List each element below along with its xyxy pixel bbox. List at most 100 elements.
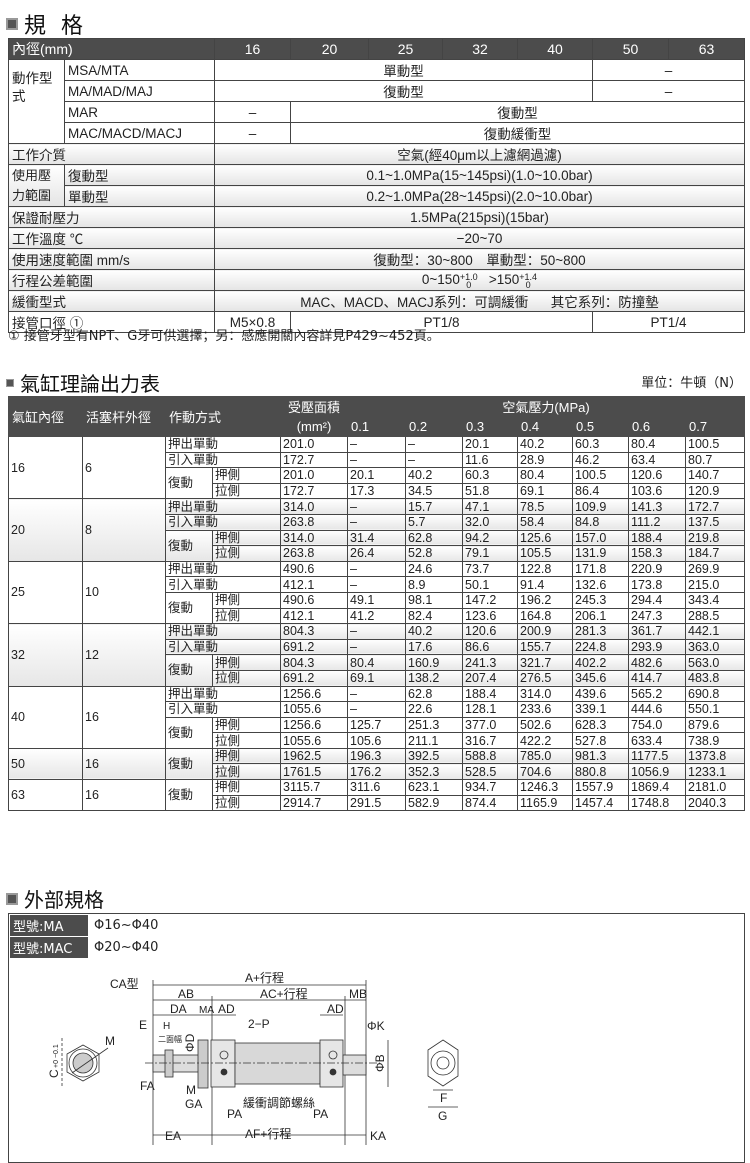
header-40: 40: [517, 38, 593, 60]
side-cell: 拉側: [211, 794, 282, 812]
force-value-cell: –: [347, 685, 407, 703]
header-pressure-value: 0.4: [517, 416, 574, 437]
square-bullet-icon: [6, 18, 18, 30]
force-value-cell: 155.7: [517, 638, 574, 656]
side-cell: 拉側: [211, 545, 282, 562]
header-area-unit: (mm²): [280, 416, 349, 437]
cell-value: 0.2~1.0MPa(28~145psi)(2.0~10.0bar): [214, 185, 745, 207]
force-value-cell: 981.3: [572, 747, 630, 765]
force-value-cell: 241.3: [462, 654, 519, 671]
force-value-cell: 224.8: [572, 638, 630, 656]
area-cell: 1055.6: [280, 732, 349, 749]
area-cell: 2914.7: [280, 794, 349, 812]
force-value-cell: 86.4: [572, 482, 630, 500]
area-cell: 172.7: [280, 482, 349, 500]
force-row: 16 6 押出單動 201.0– –20.1 40.2 60.3 80.4 100.5: [8, 435, 745, 500]
force-value-cell: 1233.1: [685, 763, 745, 781]
force-value-cell: 527.8: [572, 732, 630, 749]
side-cell: 拉側: [211, 732, 282, 749]
spec-row-stroke: 行程公差範圍 0~150 +1.0 0 >150 +1.4 0: [8, 269, 745, 291]
force-value-cell: 40.2: [405, 467, 464, 484]
area-cell: 490.6: [280, 591, 349, 609]
model-tag-mac: 型號:MAC Φ20~Φ40: [10, 937, 158, 958]
dim-ma-label: MA: [199, 1005, 214, 1016]
force-row: 復動 押側 201.0 20.1 40.2 60.3 80.4 100.5 120.6 140.7: [9, 467, 745, 500]
row-label: 復動型: [64, 164, 215, 186]
area-cell: 201.0: [280, 436, 349, 453]
force-value-cell: 128.1: [462, 701, 519, 718]
force-value-cell: 754.0: [628, 716, 687, 734]
dim-a-label: A+行程: [245, 970, 284, 985]
force-value-cell: 171.8: [572, 560, 630, 578]
dim-k-label: ΦK: [367, 1019, 385, 1033]
force-value-cell: 79.1: [462, 545, 519, 562]
force-value-cell: 164.8: [517, 607, 574, 625]
row-label: MA/MAD/MAJ: [64, 80, 215, 102]
area-cell: 691.2: [280, 669, 349, 687]
mode-double-cell: 復動: [165, 747, 213, 781]
row-label: 使用壓力範圍: [8, 164, 65, 207]
force-value-cell: 34.5: [405, 482, 464, 500]
force-value-cell: –: [347, 498, 407, 515]
spec-row-pressure-double: 使用壓力範圍 復動型 0.1~1.0MPa(15~145psi)(1.0~10.0b…: [8, 164, 745, 207]
mode-double-cell: 復動: [165, 779, 213, 812]
area-cell: 1256.6: [280, 716, 349, 734]
force-value-cell: 188.4: [462, 685, 519, 703]
bore-cell: 32: [8, 623, 83, 687]
force-value-cell: 188.4: [628, 529, 687, 547]
spec-row-temp: 工作溫度 ℃ −20~70: [8, 227, 745, 249]
rod-cell: 16: [82, 779, 166, 812]
header-16: 16: [214, 38, 291, 60]
row-label: MSA/MTA: [64, 59, 215, 81]
dim-da-label: DA: [170, 1002, 187, 1016]
force-value-cell: 98.1: [405, 591, 464, 609]
force-header-row: 氣缸內徑 活塞杆外徑 作動方式 受壓面積 空氣壓力(MPa): [8, 396, 745, 437]
force-value-cell: 879.6: [685, 716, 745, 734]
dim-pa-right-label: PA: [313, 1107, 328, 1121]
force-value-cell: 40.2: [517, 436, 574, 453]
side-cell: 拉側: [211, 482, 282, 500]
spec-section-title: 規 格: [6, 8, 87, 40]
dim-g-label: G: [438, 1109, 447, 1123]
force-value-cell: 176.2: [347, 763, 407, 781]
force-value-cell: 17.3: [347, 482, 407, 500]
force-value-cell: 363.0: [685, 638, 745, 656]
unit-label: 單位：牛頓（N）: [641, 376, 742, 391]
force-value-cell: 623.1: [405, 779, 464, 796]
force-value-cell: 245.3: [572, 591, 630, 609]
force-value-cell: –: [347, 576, 407, 593]
force-value-cell: 51.8: [462, 482, 519, 500]
force-value-cell: 565.2: [628, 685, 687, 703]
force-value-cell: 215.0: [685, 576, 745, 593]
mode-double-cell: 復動: [165, 716, 213, 749]
force-value-cell: 1246.3: [517, 779, 574, 796]
area-cell: 1256.6: [280, 685, 349, 703]
force-value-cell: 105.6: [347, 732, 407, 749]
mode-cell: 押出單動: [164, 436, 282, 453]
spec-row-ma: MA/MAD/MAJ 復動型 –: [9, 80, 745, 102]
cushion-screw-label: 緩衝調節螺絲: [243, 1095, 315, 1110]
force-value-cell: 1457.4: [572, 794, 630, 812]
spec-row-proof: 保證耐壓力 1.5MPa(215psi)(15bar): [8, 206, 745, 228]
rod-cell: 10: [82, 560, 166, 625]
force-value-cell: 311.6: [347, 779, 407, 796]
section-title-text: 氣缸理論出力表: [20, 372, 160, 396]
force-value-cell: 502.6: [517, 716, 574, 734]
cell-value: 0.1~1.0MPa(15~145psi)(1.0~10.0bar): [214, 164, 745, 186]
dim-c-label: C: [47, 1069, 61, 1078]
row-label: 行程公差範圍: [8, 269, 215, 291]
force-value-cell: 582.9: [405, 794, 464, 812]
force-value-cell: 147.2: [462, 591, 519, 609]
bore-cell: 63: [8, 779, 83, 812]
area-cell: 3115.7: [280, 779, 349, 796]
force-header-row-2: (mm²) 0.1 0.2 0.3 0.4 0.5 0.6 0.7: [9, 416, 745, 437]
force-value-cell: 20.1: [347, 467, 407, 484]
force-value-cell: –: [347, 436, 407, 453]
force-row: 拉側 412.1 41.2 82.4 123.6 164.8 206.1 247.3 288.5: [9, 607, 745, 625]
force-value-cell: 196.2: [517, 591, 574, 609]
wrench-flat-label: 二面幅: [158, 1034, 182, 1044]
header-pressure-value: 0.1: [347, 416, 407, 437]
side-cell: 押側: [211, 654, 282, 671]
cushion-bumper: 其它系列：防撞墊: [550, 295, 659, 310]
force-value-cell: 1748.8: [628, 794, 687, 812]
